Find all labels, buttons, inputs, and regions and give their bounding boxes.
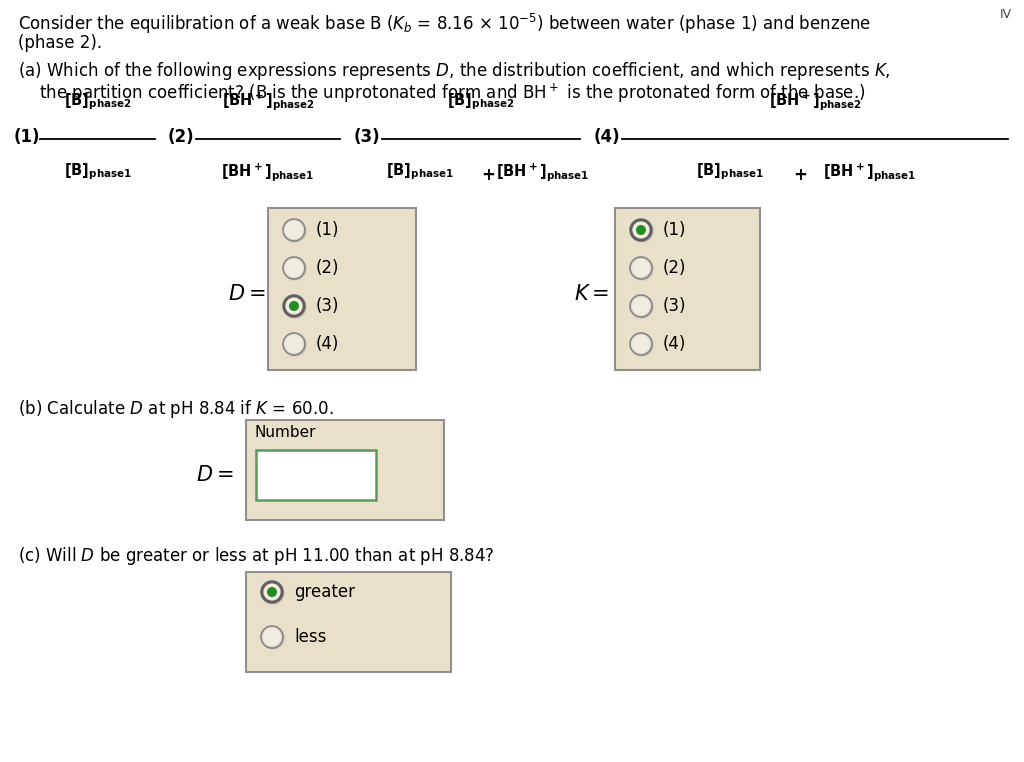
Text: $\mathbf{+}$: $\mathbf{+}$ [481,166,495,184]
Circle shape [631,334,653,356]
Text: (2): (2) [663,259,686,277]
Circle shape [263,583,281,601]
Text: (a) Which of the following expressions represents $D$, the distribution coeffici: (a) Which of the following expressions r… [18,60,891,82]
Circle shape [283,295,307,319]
Circle shape [283,333,307,357]
Circle shape [630,333,652,355]
Circle shape [630,333,654,357]
Circle shape [283,219,305,241]
Text: (1): (1) [663,221,686,239]
Text: (4): (4) [316,335,339,353]
Text: $\mathbf{[BH^+]_{phase2}}$: $\mathbf{[BH^+]_{phase2}}$ [221,90,314,112]
Text: $\mathbf{[B]_{phase2}}$: $\mathbf{[B]_{phase2}}$ [65,91,132,112]
Circle shape [632,335,650,353]
FancyBboxPatch shape [246,420,444,520]
Circle shape [632,259,650,277]
Text: IV: IV [999,8,1012,21]
Circle shape [283,219,307,243]
Circle shape [261,581,285,605]
Circle shape [262,627,284,649]
Circle shape [261,581,283,603]
Circle shape [631,258,653,280]
FancyBboxPatch shape [268,208,416,370]
Circle shape [284,296,306,318]
Circle shape [284,220,306,242]
Text: (2): (2) [168,128,195,146]
Text: $D=$: $D=$ [196,465,233,485]
Circle shape [284,258,306,280]
Text: (3): (3) [354,128,381,146]
Text: Number: Number [254,425,315,440]
Circle shape [632,297,650,315]
Text: $\mathbf{[BH^+]_{phase1}}$: $\mathbf{[BH^+]_{phase1}}$ [497,161,590,183]
Text: (4): (4) [663,335,686,353]
Text: $K=$: $K=$ [574,284,609,304]
Circle shape [267,587,278,597]
Circle shape [632,221,650,239]
Text: $\mathbf{[BH^+]_{phase2}}$: $\mathbf{[BH^+]_{phase2}}$ [769,90,861,112]
Circle shape [285,335,303,353]
Text: $\mathbf{[B]_{phase1}}$: $\mathbf{[B]_{phase1}}$ [386,161,454,181]
Text: (1): (1) [316,221,340,239]
Circle shape [285,221,303,239]
Text: (2): (2) [316,259,340,277]
Circle shape [631,296,653,318]
Text: (phase 2).: (phase 2). [18,34,102,52]
Circle shape [289,301,299,311]
Text: the partition coefficient? (B is the unprotonated form and BH$^+$ is the protona: the partition coefficient? (B is the unp… [18,82,865,105]
Circle shape [262,582,284,604]
Circle shape [283,333,305,355]
Text: $\mathbf{[B]_{phase1}}$: $\mathbf{[B]_{phase1}}$ [65,161,132,181]
Circle shape [630,257,654,281]
Circle shape [285,259,303,277]
Circle shape [261,626,283,648]
Circle shape [630,219,652,241]
Text: $\mathbf{[B]_{phase1}}$: $\mathbf{[B]_{phase1}}$ [696,161,764,181]
Circle shape [630,257,652,279]
Circle shape [283,257,305,279]
Text: greater: greater [294,583,355,601]
Circle shape [630,219,654,243]
Circle shape [631,220,653,242]
Circle shape [284,334,306,356]
Circle shape [283,257,307,281]
Text: (3): (3) [663,297,686,315]
Text: $\mathbf{+}$: $\mathbf{+}$ [793,166,807,184]
Text: (c) Will $D$ be greater or less at pH 11.00 than at pH 8.84?: (c) Will $D$ be greater or less at pH 11… [18,545,495,567]
Text: $\mathbf{[BH^+]_{phase1}}$: $\mathbf{[BH^+]_{phase1}}$ [823,161,916,183]
Text: (3): (3) [316,297,340,315]
Text: less: less [294,628,327,646]
Circle shape [285,297,303,315]
Circle shape [263,628,281,646]
Text: $\mathbf{[BH^+]_{phase1}}$: $\mathbf{[BH^+]_{phase1}}$ [221,161,314,183]
Text: $\mathbf{[B]_{phase2}}$: $\mathbf{[B]_{phase2}}$ [447,91,515,112]
FancyBboxPatch shape [246,572,451,672]
Circle shape [630,295,652,317]
Circle shape [283,295,305,317]
FancyBboxPatch shape [615,208,760,370]
Text: $D=$: $D=$ [228,284,265,304]
Text: (1): (1) [14,128,41,146]
Text: Consider the equilibration of a weak base B ($K_b$ = 8.16 × 10$^{-5}$) between w: Consider the equilibration of a weak bas… [18,12,871,36]
Text: (b) Calculate $D$ at pH 8.84 if $K$ = 60.0.: (b) Calculate $D$ at pH 8.84 if $K$ = 60… [18,398,334,420]
FancyBboxPatch shape [256,450,376,500]
Circle shape [636,225,646,235]
Circle shape [261,626,285,650]
Circle shape [630,295,654,319]
Text: (4): (4) [594,128,621,146]
